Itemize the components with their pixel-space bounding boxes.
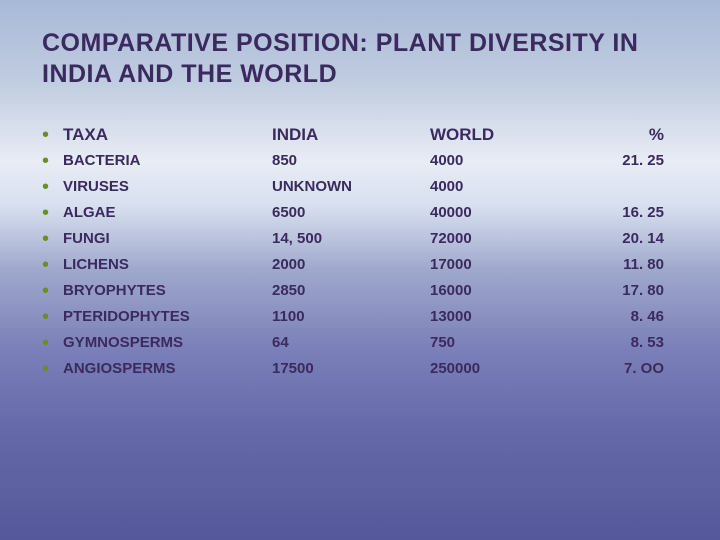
cell-percent: 20. 14 [572, 229, 672, 249]
table-row: • FUNGI [42, 229, 262, 249]
table-row: • VIRUSES [42, 177, 262, 197]
bullet-icon: • [42, 281, 49, 301]
table-row: • BRYOPHYTES [42, 281, 262, 301]
header-taxa: • TAXA [42, 125, 262, 145]
cell-india: 17500 [262, 359, 412, 379]
cell-percent: 16. 25 [572, 203, 672, 223]
bullet-icon: • [42, 359, 49, 379]
cell-india: 2000 [262, 255, 412, 275]
cell-world: 40000 [412, 203, 572, 223]
cell-india: 2850 [262, 281, 412, 301]
cell-percent: 7. OO [572, 359, 672, 379]
cell-world: 16000 [412, 281, 572, 301]
bullet-icon: • [42, 333, 49, 353]
bullet-icon: • [42, 125, 49, 145]
cell-world: 17000 [412, 255, 572, 275]
cell-india: 850 [262, 151, 412, 171]
cell-world: 250000 [412, 359, 572, 379]
bullet-icon: • [42, 151, 49, 171]
cell-percent: 8. 53 [572, 333, 672, 353]
cell-india: 1100 [262, 307, 412, 327]
table-row: • ANGIOSPERMS [42, 359, 262, 379]
header-india: INDIA [262, 125, 412, 145]
bullet-icon: • [42, 177, 49, 197]
diversity-table: • TAXA INDIA WORLD % • BACTERIA 850 4000… [42, 125, 678, 379]
cell-percent: 11. 80 [572, 255, 672, 275]
bullet-icon: • [42, 255, 49, 275]
cell-india: 64 [262, 333, 412, 353]
table-row: • PTERIDOPHYTES [42, 307, 262, 327]
cell-percent: 17. 80 [572, 281, 672, 301]
table-row: • BACTERIA [42, 151, 262, 171]
header-percent: % [572, 125, 672, 145]
table-row: • GYMNOSPERMS [42, 333, 262, 353]
cell-percent: 21. 25 [572, 151, 672, 171]
bullet-icon: • [42, 229, 49, 249]
cell-world: 72000 [412, 229, 572, 249]
cell-india: 6500 [262, 203, 412, 223]
bullet-icon: • [42, 307, 49, 327]
cell-percent [572, 177, 672, 197]
cell-india: UNKNOWN [262, 177, 412, 197]
cell-world: 13000 [412, 307, 572, 327]
header-world: WORLD [412, 125, 572, 145]
cell-world: 4000 [412, 151, 572, 171]
slide: COMPARATIVE POSITION: PLANT DIVERSITY IN… [0, 0, 720, 399]
table-row: • ALGAE [42, 203, 262, 223]
cell-india: 14, 500 [262, 229, 412, 249]
cell-percent: 8. 46 [572, 307, 672, 327]
slide-title: COMPARATIVE POSITION: PLANT DIVERSITY IN… [42, 28, 678, 91]
table-row: • LICHENS [42, 255, 262, 275]
bullet-icon: • [42, 203, 49, 223]
cell-world: 750 [412, 333, 572, 353]
cell-world: 4000 [412, 177, 572, 197]
